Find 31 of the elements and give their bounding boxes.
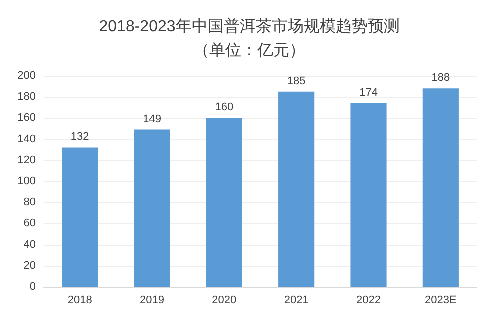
x-tick-label: 2018	[68, 294, 92, 306]
bar	[62, 148, 98, 287]
x-tick-label: 2020	[212, 294, 237, 306]
bar	[350, 103, 387, 287]
y-tick-label: 180	[18, 91, 36, 104]
y-tick-label: 200	[18, 70, 36, 82]
bar	[422, 88, 459, 287]
y-tick-label: 0	[30, 281, 36, 293]
y-tick-label: 80	[24, 196, 36, 209]
y-tick-label: 20	[24, 260, 36, 272]
chart-title: 2018-2023年中国普洱茶市场规模趋势预测	[99, 18, 400, 36]
y-tick-label: 120	[18, 154, 36, 166]
y-tick-label: 160	[18, 112, 36, 124]
data-label: 149	[143, 113, 162, 126]
y-tick-label: 40	[24, 238, 36, 251]
data-label: 188	[432, 72, 450, 84]
data-label: 160	[215, 102, 234, 114]
x-tick-label: 2019	[140, 294, 164, 306]
x-tick-label: 2021	[284, 294, 309, 306]
data-label: 132	[70, 131, 90, 144]
bar	[206, 118, 242, 287]
bar	[134, 130, 170, 287]
chart-subtitle: （单位：亿元）	[194, 42, 306, 60]
y-tick-label: 140	[18, 133, 36, 146]
bar	[278, 92, 315, 287]
x-tick-label: 2022	[356, 294, 381, 306]
x-tick-label: 2023E	[425, 294, 457, 306]
y-tick-label: 60	[24, 218, 36, 230]
data-label: 174	[360, 86, 378, 99]
y-tick-label: 100	[18, 176, 36, 188]
data-label: 185	[287, 75, 306, 88]
